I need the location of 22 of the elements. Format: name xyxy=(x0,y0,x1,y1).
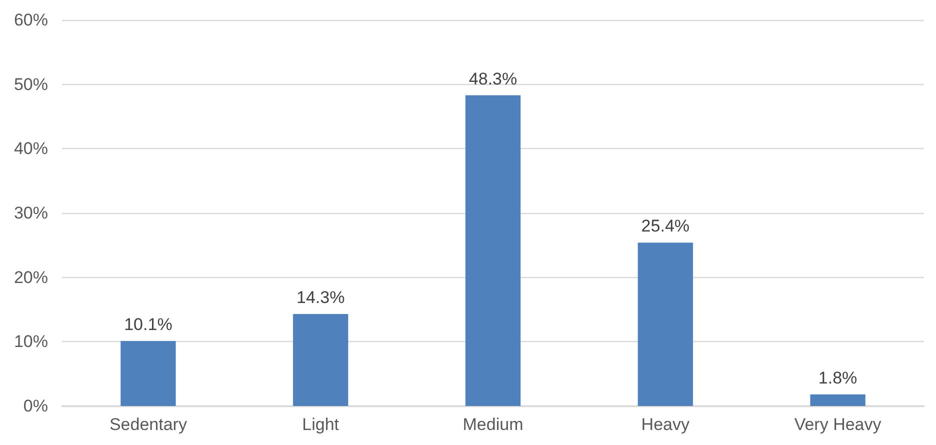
y-tick-label: 30% xyxy=(14,204,48,222)
y-tick-label: 50% xyxy=(14,74,48,94)
y-tick-label: 10% xyxy=(14,332,48,352)
x-tick-label: Medium xyxy=(462,415,524,434)
y-tick-label: 20% xyxy=(14,268,48,287)
bar xyxy=(810,394,866,406)
y-tick-label: 0% xyxy=(23,396,48,416)
bar xyxy=(120,341,176,406)
data-label: 48.3% xyxy=(468,69,518,88)
bar xyxy=(465,95,521,406)
bar xyxy=(293,314,348,406)
data-label: 1.8% xyxy=(818,368,858,388)
data-label: 10.1% xyxy=(124,315,172,334)
y-tick-label: 40% xyxy=(14,139,48,158)
x-tick-label: Very Heavy xyxy=(794,415,882,434)
data-label: 14.3% xyxy=(296,288,345,308)
y-tick-label: 60% xyxy=(14,10,48,30)
x-tick-label: Light xyxy=(302,415,340,434)
data-label: 25.4% xyxy=(641,216,690,236)
x-tick-label: Heavy xyxy=(641,415,690,434)
x-tick-label: Sedentary xyxy=(109,415,188,434)
bar xyxy=(638,242,693,406)
